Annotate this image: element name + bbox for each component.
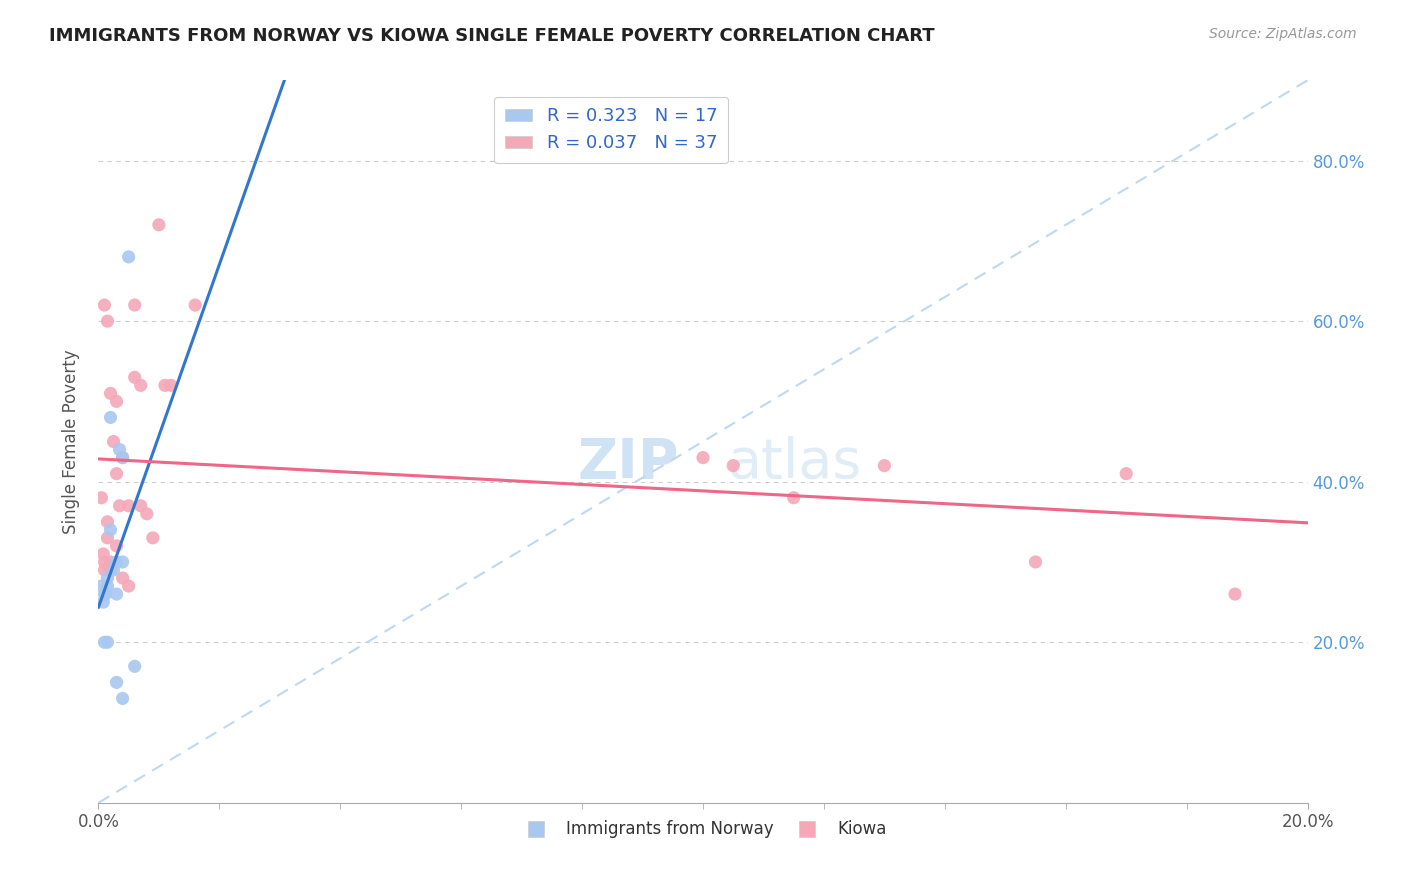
- Point: [100, 410, 122, 425]
- Point: [783, 491, 806, 505]
- Point: [94, 587, 117, 601]
- Point: [90, 491, 112, 505]
- Point: [124, 298, 146, 312]
- Point: [103, 434, 125, 449]
- Y-axis label: Single Female Poverty: Single Female Poverty: [62, 350, 80, 533]
- Text: atlas: atlas: [727, 436, 862, 491]
- Point: [93, 635, 115, 649]
- Point: [124, 370, 146, 384]
- Point: [91, 595, 114, 609]
- Text: IMMIGRANTS FROM NORWAY VS KIOWA SINGLE FEMALE POVERTY CORRELATION CHART: IMMIGRANTS FROM NORWAY VS KIOWA SINGLE F…: [49, 27, 935, 45]
- Point: [108, 499, 131, 513]
- Point: [124, 659, 146, 673]
- Point: [1223, 587, 1246, 601]
- Point: [96, 571, 118, 585]
- Point: [111, 691, 134, 706]
- Point: [873, 458, 896, 473]
- Point: [103, 563, 125, 577]
- Point: [111, 450, 134, 465]
- Point: [135, 507, 157, 521]
- Point: [723, 458, 745, 473]
- Point: [105, 555, 128, 569]
- Point: [105, 539, 128, 553]
- Point: [129, 378, 152, 392]
- Point: [142, 531, 165, 545]
- Point: [1115, 467, 1137, 481]
- Point: [96, 579, 118, 593]
- Point: [100, 523, 122, 537]
- Text: ZIP: ZIP: [578, 436, 679, 491]
- Point: [90, 579, 112, 593]
- Point: [111, 555, 134, 569]
- Point: [153, 378, 176, 392]
- Point: [93, 563, 115, 577]
- Point: [129, 499, 152, 513]
- Point: [118, 579, 141, 593]
- Point: [105, 467, 128, 481]
- Point: [111, 571, 134, 585]
- Point: [100, 386, 122, 401]
- Point: [96, 531, 118, 545]
- Point: [184, 298, 207, 312]
- Point: [91, 547, 114, 561]
- Point: [93, 587, 115, 601]
- Point: [1024, 555, 1046, 569]
- Point: [105, 587, 128, 601]
- Point: [108, 442, 131, 457]
- Legend: Immigrants from Norway, Kiowa: Immigrants from Norway, Kiowa: [513, 814, 893, 845]
- Point: [105, 675, 128, 690]
- Point: [105, 394, 128, 409]
- Point: [93, 298, 115, 312]
- Point: [118, 499, 141, 513]
- Point: [96, 314, 118, 328]
- Point: [93, 555, 115, 569]
- Text: Source: ZipAtlas.com: Source: ZipAtlas.com: [1209, 27, 1357, 41]
- Point: [100, 563, 122, 577]
- Point: [96, 635, 118, 649]
- Point: [148, 218, 170, 232]
- Point: [100, 555, 122, 569]
- Point: [160, 378, 183, 392]
- Point: [96, 515, 118, 529]
- Point: [118, 250, 141, 264]
- Point: [692, 450, 714, 465]
- Point: [111, 450, 134, 465]
